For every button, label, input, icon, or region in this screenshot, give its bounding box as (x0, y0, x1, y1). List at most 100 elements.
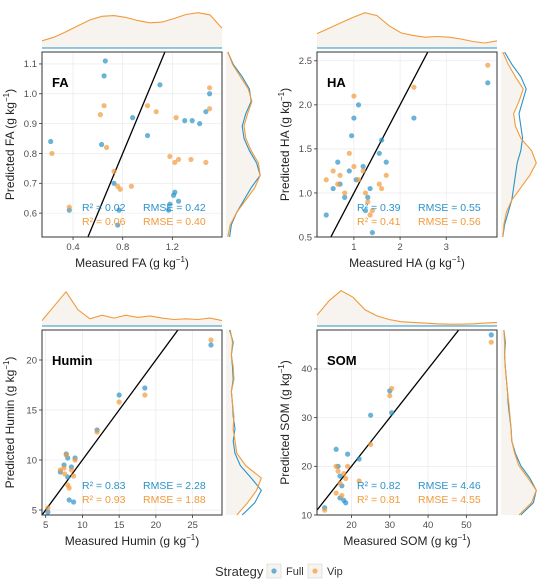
point-vip (208, 337, 214, 343)
point-vip (45, 505, 51, 511)
point-vip (116, 399, 122, 405)
point-full (167, 201, 173, 207)
right-density-full (502, 51, 527, 238)
point-full (323, 212, 329, 218)
right-density-fill (501, 330, 537, 515)
y-axis-label: Predicted HA (g kg−1) (277, 88, 292, 201)
one-to-one-line (330, 52, 429, 237)
x-tick-label: 15 (114, 520, 125, 531)
y-axis-unit-exp: −1 (2, 360, 11, 370)
point-full (116, 207, 122, 213)
panel-title: Humin (52, 353, 93, 368)
top-density-vip (316, 290, 498, 325)
x-tick-label: 50 (461, 520, 472, 531)
top-density-fill (42, 291, 222, 326)
top-density (41, 290, 223, 327)
point-vip (94, 429, 100, 435)
x-tick-label: 40 (423, 520, 434, 531)
point-vip (322, 507, 328, 513)
y-tick-label: 5 (32, 505, 37, 516)
x-tick-label: 20 (151, 520, 162, 531)
point-full (379, 137, 385, 143)
legend-label-full: Full (286, 566, 304, 578)
plot-border (41, 329, 223, 516)
y-tick-label: 2.0 (299, 100, 312, 111)
x-axis-label: Measured FA (g kg−1) (75, 255, 189, 270)
point-vip (337, 480, 343, 486)
point-full (342, 194, 348, 200)
y-tick-label: 10 (26, 455, 37, 466)
stat-r2-full: R² = 0.82 (357, 480, 401, 492)
top-density-vip (316, 12, 498, 44)
y-tick-label: 1.0 (24, 89, 37, 100)
right-density (226, 329, 262, 516)
legend: Strategy Full Vip (215, 563, 343, 579)
point-full (383, 159, 389, 165)
point-full (351, 115, 357, 121)
point-full (116, 392, 122, 398)
point-vip (383, 172, 389, 178)
panel-humin: Humin R² = 0.83 RMSE = 2.28 R² = 0.93 RMSE =… (2, 290, 262, 548)
series-vip (45, 337, 214, 511)
point-vip (335, 468, 341, 474)
point-vip (62, 471, 68, 477)
point-full (346, 168, 352, 174)
point-vip (167, 153, 173, 160)
top-density-vip (41, 12, 223, 42)
point-full (411, 115, 417, 121)
x-tick-label: 5 (43, 520, 48, 531)
point-full (175, 198, 182, 204)
point-vip (367, 212, 373, 218)
legend-label-vip: Vip (327, 566, 343, 578)
point-vip (389, 385, 395, 392)
point-vip (63, 452, 69, 458)
point-full (376, 150, 382, 156)
point-full (70, 499, 77, 505)
point-full (389, 410, 395, 416)
plot-border (316, 51, 498, 238)
right-density-vip (502, 51, 537, 238)
x-tick-label: 1.2 (166, 242, 179, 253)
right-density (501, 329, 537, 516)
series-full (323, 80, 491, 236)
point-vip (343, 475, 349, 482)
y-tick-label: 1.1 (24, 59, 37, 70)
legend-item-vip: Vip (307, 563, 343, 579)
series-vip (49, 85, 213, 210)
stat-rmse-full: RMSE = 2.28 (143, 480, 206, 492)
point-full (355, 102, 362, 108)
point-vip (379, 185, 385, 192)
x-tick-label: 20 (346, 520, 357, 531)
right-density-fill (226, 330, 262, 515)
point-full (335, 159, 341, 165)
point-full (488, 332, 494, 338)
point-full (337, 473, 343, 479)
point-vip (153, 109, 159, 115)
point-full (48, 138, 54, 145)
y-tick-label: 0.8 (24, 149, 37, 160)
point-vip (365, 199, 371, 205)
series-vip (323, 62, 491, 218)
gridlines (42, 52, 222, 237)
point-vip (61, 465, 67, 471)
point-full (130, 115, 136, 121)
stat-r2-vip: R² = 0.41 (357, 216, 401, 228)
x-axis-label: Measured SOM (g kg−1) (343, 533, 470, 548)
y-axis-label: Predicted Humin (g kg−1) (2, 357, 17, 489)
x-axis-label: Measured HA (g kg−1) (349, 255, 465, 270)
x-axis-unit-exp: −1 (186, 533, 196, 542)
point-vip (70, 473, 77, 479)
point-full (345, 451, 351, 457)
y-tick-label: 40 (301, 364, 312, 375)
top-density (41, 12, 223, 49)
right-density-full (227, 51, 261, 238)
x-axis-unit-exp: −1 (457, 533, 467, 542)
right-density-vip (227, 51, 261, 238)
panel-title: FA (52, 75, 69, 90)
panel-title: HA (327, 75, 346, 90)
point-vip (362, 190, 369, 196)
point-full (182, 118, 188, 124)
y-tick-label: 15 (26, 405, 37, 416)
point-vip (101, 103, 107, 109)
point-full (144, 132, 151, 139)
